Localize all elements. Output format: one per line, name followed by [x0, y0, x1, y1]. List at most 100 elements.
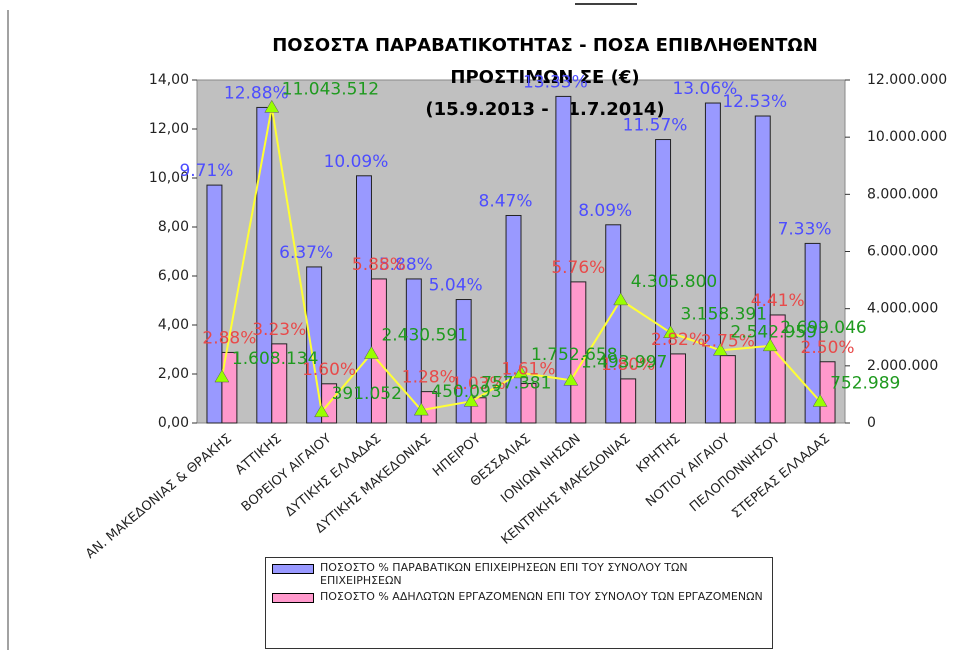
line-marker [812, 393, 828, 407]
bar [605, 224, 622, 424]
bar-value-label: 2.50% [801, 338, 855, 358]
bar [620, 378, 637, 424]
legend-swatch [272, 593, 314, 603]
x-tick-label: ΒΟΡΕΙΟΥ ΑΙΓΑΙΟΥ [239, 431, 335, 515]
line-value-label: 2.699.046 [780, 318, 867, 338]
line-value-label: 11.043.512 [282, 79, 379, 99]
bar-value-label: 1.61% [501, 360, 555, 380]
legend-item: ΠΟΣΟΣΤΟ % ΑΔΗΛΩΤΩΝ ΕΡΓΑΖΟΜΕΝΩΝ ΕΠΙ ΤΟΥ Σ… [272, 590, 766, 603]
bar [804, 242, 821, 424]
y-tick-label: 6,00 [158, 268, 189, 284]
line-marker [463, 393, 479, 407]
legend-label: ΠΟΣΟΣΤΟ % ΑΔΗΛΩΤΩΝ ΕΡΓΑΖΟΜΕΝΩΝ ΕΠΙ ΤΟΥ Σ… [320, 590, 763, 603]
bar-value-label: 7.33% [778, 219, 832, 239]
line-value-label: 1.752.658 [531, 345, 618, 365]
y2-tick-label: 2.000.000 [867, 358, 938, 374]
line-marker [264, 99, 280, 113]
x-tick-label: ΑΝ. ΜΑΚΕΔΟΝΙΑΣ & ΘΡΑΚΗΣ [83, 431, 235, 562]
line-value-label: 757.381 [481, 373, 551, 393]
bar-value-label: 8.47% [479, 191, 533, 211]
bar [670, 353, 686, 424]
y-tick-label: 10,00 [149, 170, 189, 186]
bar-value-label: 5.88% [379, 255, 433, 275]
line-marker [613, 292, 629, 306]
bar [455, 299, 472, 424]
legend-swatch [272, 564, 314, 574]
bar-value-label: 1.03% [452, 374, 506, 394]
bar [570, 281, 587, 424]
bar [256, 106, 273, 424]
bar-value-label: 12.53% [722, 92, 787, 112]
bar [221, 351, 238, 424]
x-tick-label: ΝΟΤΙΟΥ ΑΙΓΑΙΟΥ [643, 431, 733, 510]
bar-value-label: 2.88% [202, 328, 256, 348]
line-marker [413, 402, 429, 416]
legend-label: ΠΟΣΟΣΤΟ % ΠΑΡΑΒΑΤΙΚΩΝ ΕΠΙΧΕΙΡΗΣΕΩΝ ΕΠΙ Τ… [320, 561, 688, 587]
bar [704, 102, 721, 424]
line-marker [214, 369, 230, 383]
y2-tick-label: 4.000.000 [867, 301, 938, 317]
bar-value-label: 1.80% [601, 355, 655, 375]
bar [206, 184, 223, 424]
bar-value-label: 4.41% [751, 291, 805, 311]
bar [769, 314, 786, 424]
line-marker [712, 342, 728, 356]
line-marker [513, 365, 529, 379]
bar [271, 343, 288, 424]
y-tick-label: 4,00 [158, 317, 189, 333]
bar-value-label: 11.57% [623, 116, 688, 136]
line-value-label: 2.430.591 [381, 326, 468, 346]
chart-title: ΠΟΣΟΣΤΑ ΠΑΡΑΒΑΤΙΚΟΤΗΤΑΣ - ΠΟΣΑ ΕΠΙΒΛΗΘΕΝ… [272, 35, 818, 56]
bar-value-label: 2.75% [701, 332, 755, 352]
y2-tick-label: 6.000.000 [867, 244, 938, 260]
y-tick-label: 14,00 [149, 72, 189, 88]
line-marker [663, 325, 678, 338]
bar [819, 361, 836, 424]
y2-tick-label: 12.000.000 [867, 72, 947, 88]
bar-value-label: 1.28% [402, 368, 456, 388]
bar-value-label: 13.33% [523, 72, 588, 92]
line-value-label: 3.158.391 [681, 305, 768, 325]
y-tick-label: 0,00 [158, 415, 189, 431]
y-tick-label: 2,00 [158, 366, 189, 382]
chart-subtitle: (15.9.2013 - 31.7.2014) [425, 99, 664, 120]
legend-item: ΠΟΣΟΣΤΟ % ΠΑΡΑΒΑΤΙΚΩΝ ΕΠΙΧΕΙΡΗΣΕΩΝ ΕΠΙ Τ… [272, 561, 766, 587]
bar [520, 383, 537, 424]
y-tick-label: 12,00 [149, 121, 189, 137]
line-value-label: 4.305.800 [631, 272, 718, 292]
line-value-label: 752.989 [830, 373, 900, 393]
bar [655, 139, 672, 424]
bar-value-label: 2.82% [651, 330, 705, 350]
bar [754, 115, 771, 424]
line-marker [563, 372, 579, 386]
bar-value-label: 12.88% [224, 83, 289, 103]
line-marker [314, 404, 330, 418]
line-value-label: 450.093 [431, 382, 501, 402]
line-marker [364, 346, 379, 359]
bar [405, 278, 422, 424]
bar-value-label: 5.04% [429, 276, 483, 296]
bar-value-label: 10.09% [324, 152, 389, 172]
x-tick-label: ΠΕΛΟΠΟΝΝΗΣΟΥ [687, 431, 783, 515]
bar-value-label: 1.60% [302, 360, 356, 380]
x-tick-label: ΚΡΗΤΗΣ [634, 431, 684, 476]
bar-value-label: 5.88% [352, 255, 406, 275]
y-tick-label: 8,00 [158, 219, 189, 235]
y2-tick-label: 0 [867, 415, 876, 431]
y2-tick-label: 8.000.000 [867, 186, 938, 202]
line-value-label: 1.608.134 [232, 349, 319, 369]
legend: ΠΟΣΟΣΤΟ % ΠΑΡΑΒΑΤΙΚΩΝ ΕΠΙΧΕΙΡΗΣΕΩΝ ΕΠΙ Τ… [265, 557, 773, 649]
line-value-label: 391.052 [332, 384, 402, 404]
bar-value-label: 3.23% [252, 320, 306, 340]
bar [555, 95, 572, 424]
bar-value-label: 13.06% [672, 79, 737, 99]
line-value-label: 2.542.959 [730, 322, 817, 342]
line-marker [762, 338, 778, 352]
bar-value-label: 5.76% [551, 258, 605, 278]
line-value-label: 1.493.997 [581, 352, 668, 372]
y2-tick-label: 10.000.000 [867, 129, 947, 145]
bar-value-label: 8.09% [578, 201, 632, 221]
chart-title: ΠΡΟΣΤΙΜΩΝ ΣΕ (€) [450, 67, 639, 88]
x-tick-label: ΣΤΕΡΕΑΣ ΕΛΛΑΔΑΣ [729, 431, 833, 521]
